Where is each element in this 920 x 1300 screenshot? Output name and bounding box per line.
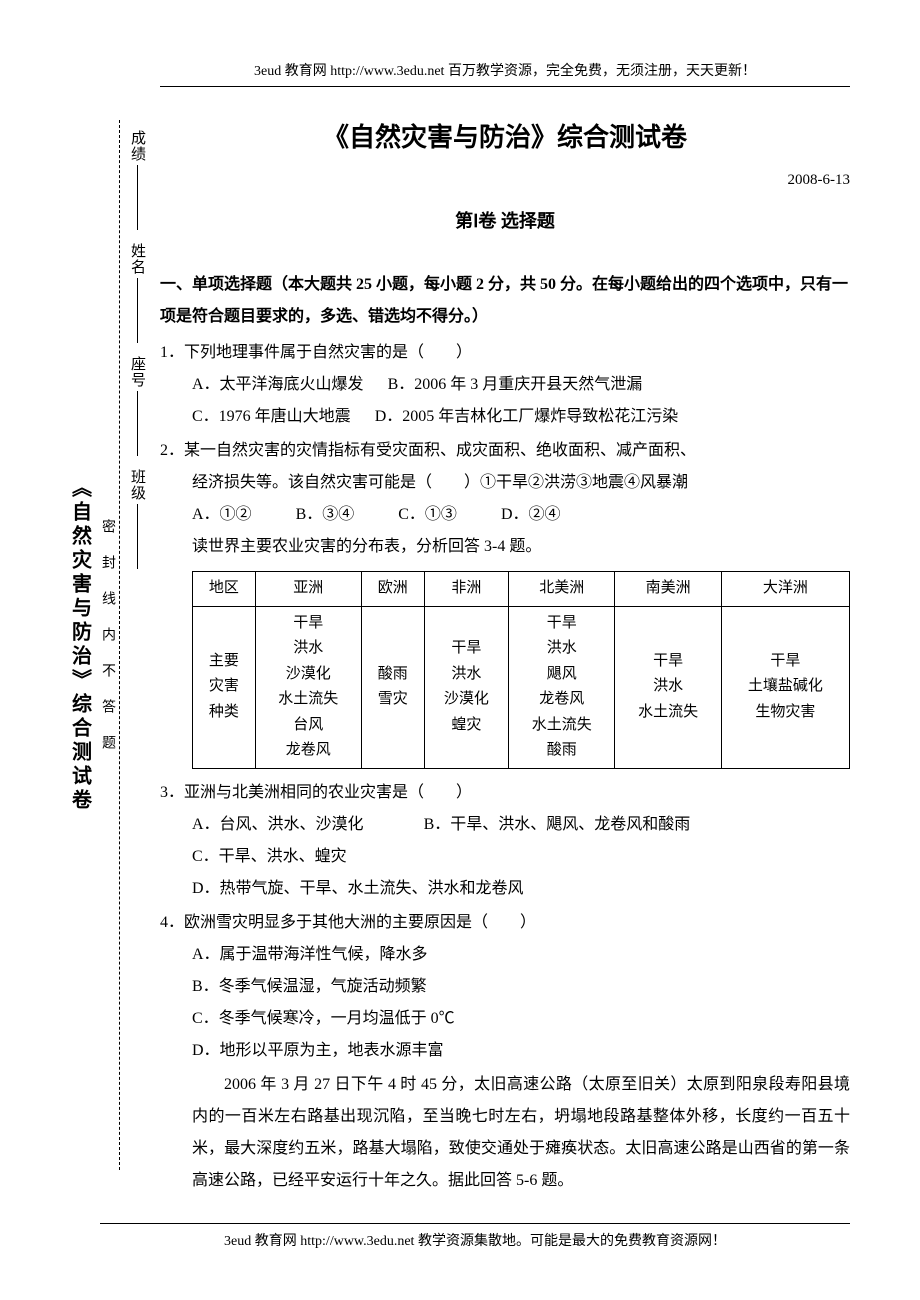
q3-number: 3． (160, 784, 184, 801)
q1-option-a: A．太平洋海底火山爆发 (192, 369, 364, 401)
td-namerica: 干旱 洪水 飓风 龙卷风 水土流失 酸雨 (509, 606, 615, 768)
instructions: 一、单项选择题（本大题共 25 小题，每小题 2 分，共 50 分。在每小题给出… (160, 269, 850, 333)
main-content: 《自然灾害与防治》综合测试卷 2008-6-13 第Ⅰ卷 选择题 一、单项选择题… (160, 117, 850, 1197)
th-europe: 欧洲 (361, 572, 424, 607)
q3-option-a: A．台风、洪水、沙漠化 (192, 809, 364, 841)
seat-underline (137, 391, 138, 456)
name-underline (137, 278, 138, 343)
q1-option-d: D．2005 年吉林化工厂爆炸导致松花江污染 (375, 401, 679, 433)
q2-option-a: A．①② (192, 499, 252, 531)
disaster-table: 地区 亚洲 欧洲 非洲 北美洲 南美洲 大洋洲 主要 灾害 种类 干旱 洪水 沙… (192, 571, 850, 769)
td-rowlabel: 主要 灾害 种类 (193, 606, 256, 768)
q4-option-a: A．属于温带海洋性气候，降水多 (192, 946, 428, 963)
question-1: 1．下列地理事件属于自然灾害的是（ ） A．太平洋海底火山爆发 B．2006 年… (160, 337, 850, 433)
document-title: 《自然灾害与防治》综合测试卷 (160, 117, 850, 154)
name-label: 姓名 (127, 243, 148, 275)
q4-text: 欧洲雪灾明显多于其他大洲的主要原因是（ ） (184, 914, 536, 931)
question-3: 3．亚洲与北美洲相同的农业灾害是（ ） A．台风、洪水、沙漠化 B．干旱、洪水、… (160, 777, 850, 905)
q4-option-b: B．冬季气候温湿，气旋活动频繁 (192, 978, 427, 995)
seat-label: 座号 (127, 356, 148, 388)
q1-text: 下列地理事件属于自然灾害的是（ ） (184, 344, 472, 361)
q1-number: 1． (160, 344, 184, 361)
question-4: 4．欧洲雪灾明显多于其他大洲的主要原因是（ ） A．属于温带海洋性气候，降水多 … (160, 907, 850, 1067)
table-data-row: 主要 灾害 种类 干旱 洪水 沙漠化 水土流失 台风 龙卷风 酸雨 雪灾 干旱 … (193, 606, 850, 768)
document-date: 2008-6-13 (160, 172, 850, 189)
class-underline (137, 504, 138, 569)
table-header-row: 地区 亚洲 欧洲 非洲 北美洲 南美洲 大洋洲 (193, 572, 850, 607)
sidebar-title-vertical: 《自然灾害与防治》综合测试卷 (65, 120, 95, 1170)
td-asia: 干旱 洪水 沙漠化 水土流失 台风 龙卷风 (255, 606, 361, 768)
th-namerica: 北美洲 (509, 572, 615, 607)
score-label: 成绩 (127, 130, 148, 162)
q4-number: 4． (160, 914, 184, 931)
q2-line1: 某一自然灾害的灾情指标有受灾面积、成灾面积、绝收面积、减产面积、 (184, 442, 696, 459)
class-label: 班级 (127, 469, 148, 501)
q3-option-c: C．干旱、洪水、蝗灾 (192, 848, 347, 865)
q3-text: 亚洲与北美洲相同的农业灾害是（ ） (184, 784, 472, 801)
q2-number: 2． (160, 442, 184, 459)
td-oceania: 干旱 土壤盐碱化 生物灾害 (721, 606, 849, 768)
th-africa: 非洲 (424, 572, 508, 607)
q2-line2: 经济损失等。该自然灾害可能是（ ）①干旱②洪涝③地震④风暴潮 (192, 474, 688, 491)
sidebar-seal-line: 密封线内不答题 (95, 120, 120, 1170)
q2-option-b: B．③④ (296, 499, 355, 531)
q3-option-d: D．热带气旋、干旱、水土流失、洪水和龙卷风 (192, 880, 524, 897)
table-intro: 读世界主要农业灾害的分布表，分析回答 3-4 题。 (160, 531, 850, 563)
th-region: 地区 (193, 572, 256, 607)
q1-option-c: C．1976 年唐山大地震 (192, 401, 351, 433)
td-europe: 酸雨 雪灾 (361, 606, 424, 768)
page-header: 3eud 教育网 http://www.3edu.net 百万教学资源，完全免费… (160, 60, 850, 87)
q4-option-d: D．地形以平原为主，地表水源丰富 (192, 1042, 444, 1059)
question-2: 2．某一自然灾害的灾情指标有受灾面积、成灾面积、绝收面积、减产面积、 经济损失等… (160, 435, 850, 563)
q3-option-b: B．干旱、洪水、飓风、龙卷风和酸雨 (424, 809, 691, 841)
th-asia: 亚洲 (255, 572, 361, 607)
th-samerica: 南美洲 (615, 572, 721, 607)
q1-option-b: B．2006 年 3 月重庆开县天然气泄漏 (388, 369, 643, 401)
q4-option-c: C．冬季气候寒冷，一月均温低于 0℃ (192, 1010, 455, 1027)
page-footer: 3eud 教育网 http://www.3edu.net 教学资源集散地。可能是… (100, 1223, 850, 1250)
left-sidebar: 《自然灾害与防治》综合测试卷 密封线内不答题 成绩 姓名 座号 班级 (65, 120, 155, 1170)
q2-option-d: D．②④ (501, 499, 561, 531)
sidebar-fields: 成绩 姓名 座号 班级 (120, 120, 155, 1170)
td-samerica: 干旱 洪水 水土流失 (615, 606, 721, 768)
th-oceania: 大洋洲 (721, 572, 849, 607)
q2-option-c: C．①③ (398, 499, 457, 531)
section-header: 第Ⅰ卷 选择题 (160, 207, 850, 233)
passage-q5-6: 2006 年 3 月 27 日下午 4 时 45 分，太旧高速公路（太原至旧关）… (160, 1069, 850, 1197)
td-africa: 干旱 洪水 沙漠化 蝗灾 (424, 606, 508, 768)
score-underline (137, 165, 138, 230)
